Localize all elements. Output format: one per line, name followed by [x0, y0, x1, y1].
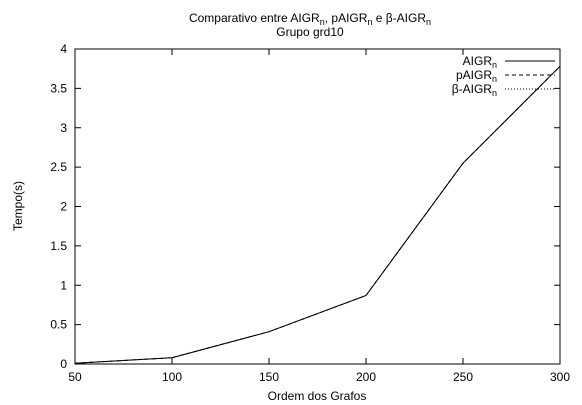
x-tick-label: 200	[356, 370, 376, 384]
title-series2-sub: n	[367, 17, 372, 27]
series-line-1	[74, 65, 561, 364]
series-lines	[74, 65, 561, 364]
x-tick-label: 100	[162, 370, 182, 384]
x-tick-label: 250	[453, 370, 473, 384]
title-sep2: e	[372, 11, 385, 25]
y-tick-label: 0	[60, 357, 67, 371]
title-series1: AIGR	[290, 11, 320, 25]
y-tick-label: 2	[60, 200, 67, 214]
y-tick-label: 2.5	[50, 160, 67, 174]
x-tick-label: 150	[259, 370, 279, 384]
y-tick-label: 1.5	[50, 239, 67, 253]
x-axis-label: Ordem dos Grafos	[268, 389, 367, 403]
legend-label-1: AIGRn	[463, 54, 497, 70]
x-tick-label: 50	[68, 370, 82, 384]
title-series3-sub: n	[426, 17, 431, 27]
legend-label-3: β-AIGRn	[452, 82, 497, 98]
title-series1-sub: n	[320, 17, 325, 27]
legend-label-2: pAIGRn	[456, 68, 497, 84]
title-series3: β-AIGR	[386, 11, 427, 25]
axis-ticks: 0 0.5 1 1.5 2 2.5 3 3.5 4 50 100 150 200 250 300	[50, 42, 570, 384]
y-tick-label: 4	[60, 42, 67, 56]
y-tick-label: 3.5	[50, 81, 67, 95]
y-tick-label: 3	[60, 121, 67, 135]
y-axis-label: Tempo(s)	[11, 181, 25, 231]
chart-title-line2: Grupo grd10	[276, 25, 344, 39]
title-series2: pAIGR	[331, 11, 367, 25]
y-tick-label: 0.5	[50, 318, 67, 332]
plot-frame	[74, 48, 561, 365]
series-line-3	[74, 65, 561, 364]
x-tick-label: 300	[550, 370, 570, 384]
title-sep1: ,	[325, 11, 332, 25]
chart-title-line1: Comparativo entre AIGRn, pAIGRn e β-AIGR…	[189, 11, 431, 27]
title-prefix: Comparativo entre	[189, 11, 290, 25]
series-line-2	[74, 65, 561, 364]
y-tick-label: 1	[60, 278, 67, 292]
